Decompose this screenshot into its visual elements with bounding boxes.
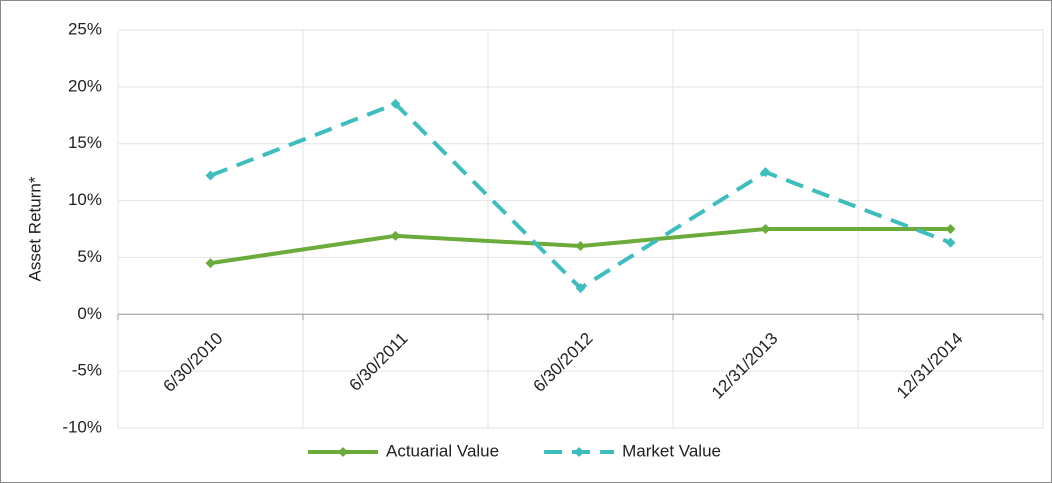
legend-marker <box>574 447 585 457</box>
y-tick-label: -5% <box>72 361 102 380</box>
marker <box>390 98 401 109</box>
legend-marker <box>338 447 348 457</box>
legend-label: Actuarial Value <box>386 441 499 460</box>
series <box>205 224 956 269</box>
y-tick-label: -10% <box>62 417 102 436</box>
marker <box>760 167 771 178</box>
y-tick-label: 10% <box>68 190 102 209</box>
marker <box>945 224 956 234</box>
marker <box>205 258 216 269</box>
marker <box>575 241 586 252</box>
y-tick-label: 5% <box>77 247 102 266</box>
legend-item: Actuarial Value <box>308 441 499 460</box>
y-tick-label: 20% <box>68 76 102 95</box>
legend-item: Market Value <box>544 441 721 460</box>
y-tick-label: 0% <box>77 304 102 323</box>
y-tick-label: 25% <box>68 19 102 38</box>
marker <box>945 237 956 248</box>
legend-label: Market Value <box>622 441 721 460</box>
y-tick-label: 15% <box>68 133 102 152</box>
series <box>205 98 956 294</box>
marker <box>575 283 586 294</box>
marker <box>205 170 216 181</box>
marker <box>390 230 401 241</box>
y-axis-label: Asset Return* <box>25 176 44 281</box>
marker <box>760 224 771 234</box>
